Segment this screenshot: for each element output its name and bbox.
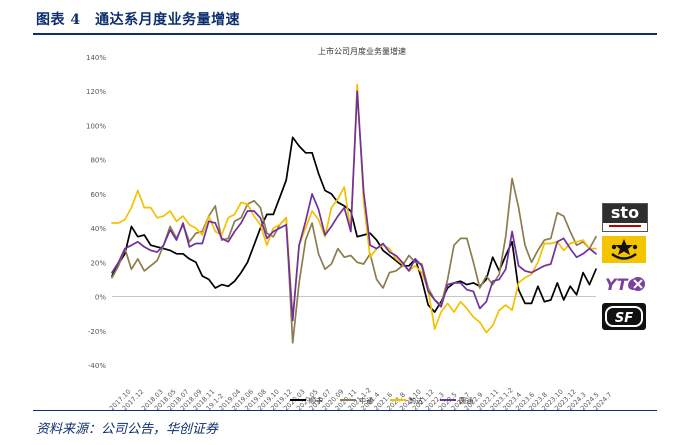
y-tick-label: 60% (90, 191, 106, 199)
yto-logo: YTO (602, 270, 646, 297)
y-tick-label: 20% (90, 259, 106, 267)
series-line (111, 136, 597, 313)
title-rule (33, 33, 657, 35)
source-note: 资料来源：公司公告，华创证券 (36, 422, 219, 437)
series-line (111, 90, 597, 322)
series-line (111, 83, 597, 334)
legend-label: 顺丰 (309, 396, 323, 405)
legend-label: 韵达 (409, 396, 423, 405)
yto-mark-icon: YTO (605, 275, 645, 294)
star-face-icon (611, 239, 638, 260)
legend-label: 圆通 (459, 396, 473, 405)
y-tick-label: 40% (90, 225, 106, 233)
y-tick-label: 140% (86, 54, 106, 62)
source-rule (33, 410, 657, 411)
series-line (111, 177, 597, 344)
y-tick-label: -40% (88, 362, 106, 370)
sto-logo-text: sto (610, 203, 640, 222)
sf-logo-text: SF (615, 311, 633, 326)
sto-logo: sto (602, 203, 648, 232)
y-tick-label: 80% (90, 157, 106, 165)
sf-mark-icon: SF (605, 306, 643, 327)
sto-logo-band (603, 204, 647, 223)
legend-label: 中通 (359, 396, 373, 405)
zto-logo (602, 236, 646, 263)
sto-logo-underline (609, 225, 641, 227)
y-tick-label: 0% (95, 294, 106, 302)
chart-title: 上市公司月度业务量增速 (318, 46, 406, 56)
y-tick-label: -20% (88, 328, 106, 336)
y-tick-label: 120% (86, 88, 106, 96)
sf-logo: SF (602, 303, 646, 330)
figure-title: 图表 4 通达系月度业务量增速 (36, 12, 241, 28)
y-tick-label: 100% (86, 122, 106, 130)
yto-logo-text: YTO (605, 275, 642, 294)
line-chart: 上市公司月度业务量增速 -40% -20% 0% 20% 40% 60% 80% 100% 120… (86, 46, 614, 410)
